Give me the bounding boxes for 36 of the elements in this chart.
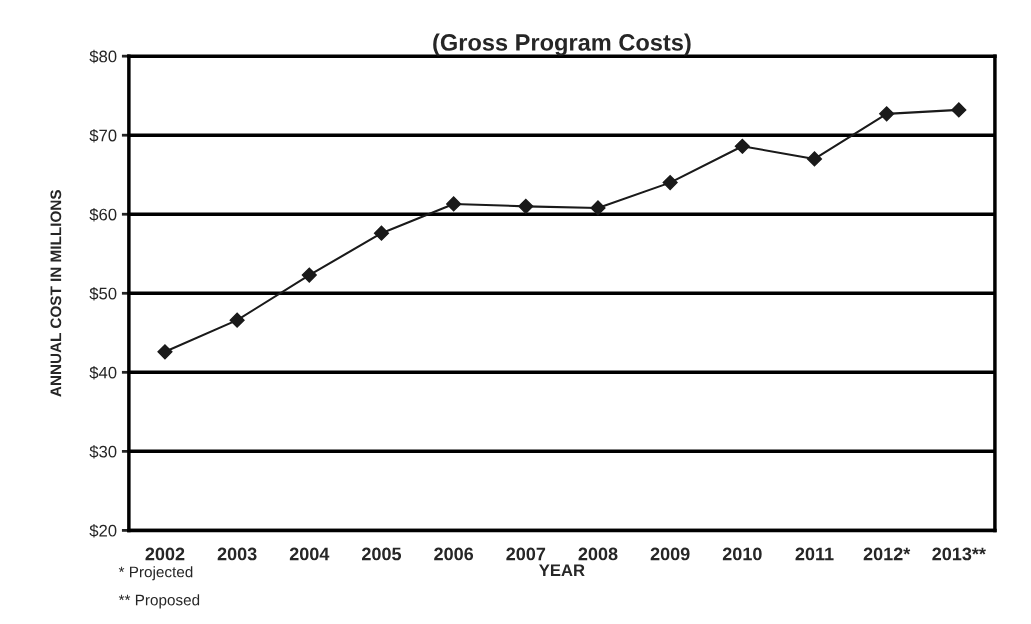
x-tick-label: 2007	[506, 547, 546, 561]
y-tick-label: $60	[89, 207, 117, 222]
text: * Projected	[118, 566, 193, 581]
point	[590, 200, 606, 216]
point	[446, 196, 462, 212]
chart-title: (Gross Program Costs)	[433, 33, 691, 56]
x-tick-label: 2006	[434, 547, 474, 561]
x-tick-label: 2013**	[932, 547, 986, 561]
point	[806, 151, 823, 167]
y-tick-label: $70	[89, 128, 117, 143]
x-tick-label: 2010	[722, 547, 762, 561]
y-tick-label: $40	[89, 366, 117, 380]
point	[518, 198, 534, 214]
x-tick-label: 2008	[578, 547, 618, 561]
point	[951, 102, 967, 118]
x-tick-label: 2005	[362, 547, 402, 561]
x-tick-label: 2003	[217, 547, 257, 561]
point	[373, 225, 390, 241]
x-axis-title: YEAR	[539, 564, 585, 576]
x-tick-label: 2011	[795, 547, 834, 561]
x-tick-label: 2004	[289, 547, 330, 561]
x-tick-label: 2009	[650, 547, 690, 561]
point	[157, 344, 173, 360]
y-tick-label: $80	[89, 49, 117, 64]
point	[734, 138, 750, 154]
y-axis-title: ANNUAL COST IN MILLIONS	[50, 190, 62, 397]
point	[662, 175, 678, 191]
x-tick-label: 2002	[145, 547, 185, 561]
y-tick-label: $30	[89, 445, 117, 459]
point	[879, 106, 895, 122]
y-tick-label: $20	[89, 524, 117, 538]
point	[301, 267, 317, 283]
x-tick-label: 2012*	[863, 547, 911, 561]
point	[229, 312, 245, 328]
y-tick-label: $50	[89, 286, 117, 301]
text: ** Proposed	[118, 594, 200, 609]
